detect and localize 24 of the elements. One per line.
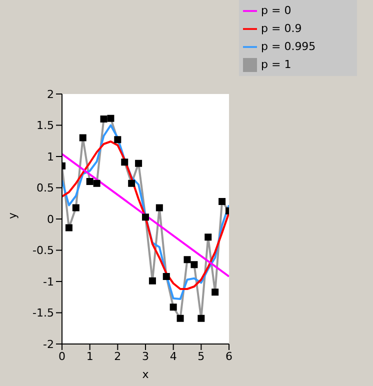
legend-label: p = 0.995 — [261, 40, 316, 53]
line-series — [62, 140, 229, 290]
y-tick-label: 1.5 — [36, 119, 54, 132]
y-tick-label: 0 — [47, 212, 54, 226]
y-tick-label: 2 — [47, 88, 54, 101]
x-tick-label: 1 — [86, 350, 94, 363]
x-tick-label: 0 — [58, 350, 66, 363]
x-tick-label: 4 — [170, 350, 177, 363]
y-tick-label: 1 — [47, 150, 54, 164]
x-tick-label: 5 — [198, 350, 205, 363]
legend-label: p = 1 — [261, 58, 292, 71]
x-axis-title: x — [142, 368, 150, 381]
y-tick-label: -0.5 — [32, 244, 54, 258]
y-tick-label: -1.5 — [32, 306, 54, 320]
y-axis-title: y — [6, 212, 19, 219]
y-tick-label: -2 — [43, 338, 54, 351]
x-tick-label: 6 — [226, 350, 232, 363]
x-tick-label: 3 — [142, 350, 149, 363]
legend-label: p = 0.9 — [261, 22, 302, 35]
y-tick-label: -1 — [43, 275, 54, 288]
line-series — [62, 124, 229, 300]
legend-label: p = 0 — [261, 4, 292, 17]
y-tick-label: 0.5 — [36, 182, 54, 195]
x-tick-label: 2 — [114, 350, 122, 363]
